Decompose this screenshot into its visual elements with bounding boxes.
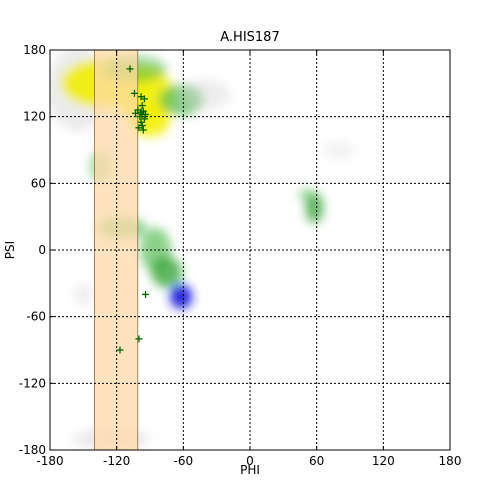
density-region-16 [74,283,93,306]
y-tick-label: -180 [19,443,46,457]
data-point [130,89,138,97]
chart-title: A.HIS187 [220,30,279,45]
data-point [139,126,147,134]
data-point [132,109,140,117]
x-axis-title: PHI [240,463,260,477]
data-point [137,118,145,126]
y-tick-label: 0 [38,243,46,257]
x-tick-label: -60 [174,454,194,468]
x-tick-label: 0 [246,454,254,468]
x-tick-label: -120 [103,454,130,468]
density-region-9 [151,256,183,288]
density-region-13 [181,78,230,110]
y-tick-label: -60 [26,310,46,324]
data-point [135,335,143,343]
data-point [116,346,124,354]
data-point [142,110,150,118]
x-tick-label: 60 [309,454,324,468]
x-tick-label: -180 [36,454,63,468]
grid-layer [50,50,450,450]
data-point [140,115,148,123]
data-point [136,113,144,121]
points-layer [116,65,150,354]
data-point [138,102,146,110]
data-point [126,65,134,73]
y-tick-label: 180 [23,43,46,57]
density-region-10 [170,284,193,309]
density-region-15 [322,141,356,159]
data-point [142,290,150,298]
y-tick-label: 60 [31,176,46,190]
x-tick-label: 120 [372,454,395,468]
y-tick-label: 120 [23,110,46,124]
y-tick-label: -120 [19,376,46,390]
x-tick-label: 180 [439,454,462,468]
tick-layer: -180 -120 -60 0 60 120 180 180 120 60 0 -60 -120 -180 [19,43,462,468]
density-region-12 [298,187,313,202]
data-point [135,124,143,132]
data-point [140,95,148,103]
density-region-11 [305,192,324,224]
y-axis-title: PSI [3,241,17,259]
